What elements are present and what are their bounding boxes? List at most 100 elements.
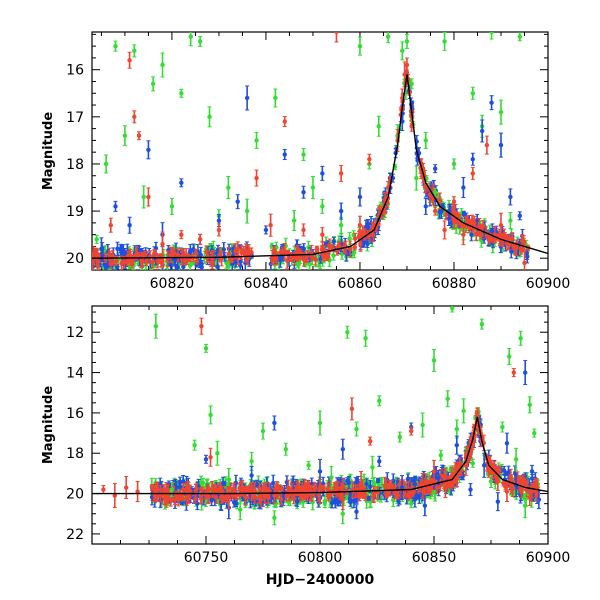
red-data-point (101, 485, 106, 495)
blue-data-point (263, 225, 269, 235)
green-data-point (438, 449, 444, 461)
red-data-point (431, 459, 437, 483)
blue-data-point (470, 152, 475, 166)
red-data-point (313, 484, 318, 491)
green-data-point (414, 165, 419, 191)
green-data-point (291, 210, 297, 232)
blue-data-point (127, 216, 132, 234)
blue-data-point (113, 200, 118, 212)
green-data-point (150, 76, 156, 92)
red-data-point (332, 482, 338, 492)
y-tick-label: 17 (66, 110, 84, 126)
blue-data-point (447, 203, 452, 219)
red-data-point (527, 489, 532, 507)
x-tick-label: 60820 (150, 276, 195, 292)
red-data-point (124, 476, 129, 500)
green-data-point (338, 216, 344, 234)
green-data-point (317, 410, 323, 436)
red-data-point (175, 248, 181, 263)
y-tick-label: 19 (66, 204, 84, 220)
blue-data-point (461, 210, 467, 217)
green-data-point (517, 32, 522, 42)
green-data-point (188, 32, 193, 47)
red-data-point (340, 489, 345, 511)
red-data-point (168, 246, 173, 263)
red-data-point (349, 397, 355, 421)
red-data-point (110, 259, 115, 266)
green-data-point (273, 88, 278, 108)
data-layer (92, 306, 548, 526)
x-tick-label: 60880 (432, 276, 477, 292)
red-data-point (501, 479, 506, 487)
red-data-point (273, 255, 279, 263)
blue-data-point (291, 475, 296, 490)
green-data-point (508, 212, 513, 230)
top-light-curve-panel: 60820 60840 60860 60880 60900 16 17 18 19 20 Mag… (41, 31, 571, 292)
red-data-point (461, 224, 466, 246)
y-axis-label: Magnitude (41, 112, 56, 191)
blue-data-point (198, 246, 203, 263)
y-tick-label: 18 (66, 446, 84, 462)
red-data-point (208, 447, 213, 467)
red-data-point (334, 32, 339, 43)
red-data-point (402, 61, 407, 88)
red-data-point (521, 238, 527, 246)
green-data-point (354, 421, 359, 437)
green-data-point (207, 106, 212, 128)
green-data-point (203, 343, 209, 353)
blue-data-point (99, 237, 104, 261)
blue-data-point (249, 465, 254, 485)
green-data-point (518, 330, 523, 346)
blue-data-point (508, 188, 513, 206)
red-data-point (206, 487, 211, 505)
green-data-point (376, 115, 381, 137)
y-tick-label: 16 (66, 63, 84, 79)
blue-data-point (481, 233, 487, 244)
red-data-point (108, 217, 114, 233)
red-data-point (132, 110, 137, 124)
red-data-point (395, 491, 401, 500)
green-data-point (122, 125, 128, 147)
y-tick-label: 16 (66, 406, 84, 422)
blue-data-point (489, 95, 494, 111)
green-data-point (310, 176, 316, 200)
blue-data-point (468, 483, 473, 497)
red-data-point (375, 486, 381, 500)
y-tick-label: 20 (66, 487, 84, 503)
red-data-point (467, 223, 472, 233)
red-data-point (184, 483, 189, 500)
red-data-point (357, 215, 363, 235)
blue-data-point (375, 477, 381, 484)
red-data-point (326, 492, 331, 500)
x-tick-label: 60860 (338, 276, 383, 292)
blue-data-point (235, 194, 240, 210)
red-data-point (244, 485, 249, 492)
blue-data-point (432, 164, 438, 174)
green-data-point (523, 493, 528, 519)
red-data-point (187, 484, 193, 498)
blue-data-point (244, 85, 250, 111)
red-data-point (199, 317, 204, 335)
red-data-point (135, 481, 140, 503)
green-data-point (500, 421, 505, 433)
red-data-point (112, 483, 118, 509)
x-tick-label: 60900 (526, 276, 571, 292)
green-data-point (160, 52, 165, 78)
bottom-light-curve-panel: 60750 60800 60850 60900 12 14 16 18 20 22 Magnit… (41, 305, 570, 588)
red-data-point (432, 206, 438, 216)
red-data-point (216, 223, 222, 237)
red-data-point (149, 484, 155, 491)
red-data-point (268, 213, 273, 237)
green-data-point (385, 32, 391, 44)
green-data-point (226, 176, 231, 200)
green-data-point (450, 306, 455, 313)
blue-data-point (399, 475, 405, 501)
blue-data-point (423, 197, 428, 215)
blue-data-point (523, 360, 528, 386)
green-data-point (254, 131, 259, 149)
red-data-point (511, 368, 516, 378)
green-data-point (363, 329, 368, 347)
red-data-point (136, 131, 142, 141)
red-data-point (176, 491, 181, 507)
